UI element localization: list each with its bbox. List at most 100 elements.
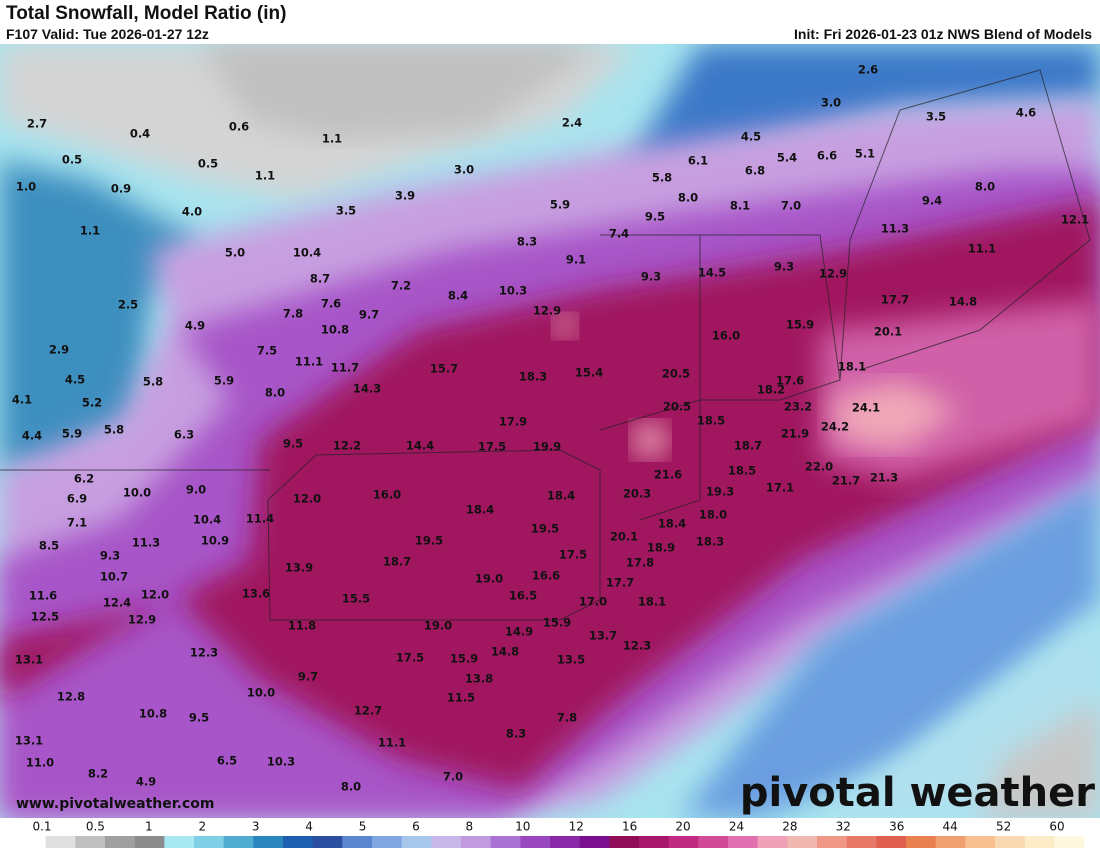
snowfall-value: 7.8 <box>283 307 303 321</box>
colorbar-swatch <box>223 836 254 848</box>
colorbar-label: 12 <box>569 820 584 834</box>
snowfall-value: 0.5 <box>62 153 82 167</box>
snowfall-value: 17.0 <box>579 595 607 609</box>
snowfall-value: 1.1 <box>322 132 342 146</box>
snowfall-value: 12.7 <box>354 704 382 718</box>
snowfall-value: 7.4 <box>609 227 629 241</box>
snowfall-value: 15.5 <box>342 592 370 606</box>
snowfall-value: 12.2 <box>333 439 361 453</box>
snowfall-value: 2.9 <box>49 343 69 357</box>
snowfall-value: 12.3 <box>623 639 651 653</box>
snowfall-value: 13.5 <box>557 653 585 667</box>
snowfall-value: 21.9 <box>781 427 809 441</box>
colorbar-label: 4 <box>305 820 313 834</box>
colorbar-swatch <box>609 836 640 848</box>
colorbar-swatch <box>579 836 610 848</box>
snowfall-value: 12.0 <box>141 588 169 602</box>
snowfall-value: 11.8 <box>288 619 316 633</box>
map-field <box>0 44 1100 818</box>
colorbar-swatch <box>906 836 937 848</box>
colorbar-label: 24 <box>729 820 744 834</box>
snowfall-value: 10.4 <box>293 246 321 260</box>
snowfall-value: 4.9 <box>185 319 205 333</box>
snowfall-value: 14.8 <box>491 645 519 659</box>
snowfall-value: 0.4 <box>130 127 150 141</box>
colorbar-swatch <box>698 836 729 848</box>
snowfall-value: 17.8 <box>626 556 654 570</box>
snowfall-value: 21.6 <box>654 468 682 482</box>
snowfall-value: 3.0 <box>821 96 841 110</box>
colorbar-label: 10 <box>515 820 530 834</box>
colorbar-swatch <box>342 836 373 848</box>
snowfall-value: 10.0 <box>247 686 275 700</box>
snowfall-value: 12.3 <box>190 646 218 660</box>
snowfall-value: 4.4 <box>22 429 42 443</box>
snowfall-value: 4.6 <box>1016 106 1036 120</box>
snowfall-value: 14.3 <box>353 382 381 396</box>
snowfall-value: 9.3 <box>641 270 661 284</box>
snowfall-value: 3.9 <box>395 189 415 203</box>
colorbar-swatch <box>16 836 47 848</box>
colorbar-swatch <box>105 836 136 848</box>
colorbar-swatch <box>935 836 966 848</box>
colorbar-label: 44 <box>943 820 958 834</box>
colorbar-swatch <box>876 836 907 848</box>
snowfall-value: 5.9 <box>214 374 234 388</box>
snowfall-value: 12.9 <box>533 304 561 318</box>
snowfall-value: 2.5 <box>118 298 138 312</box>
colorbar-label: 0.5 <box>86 820 105 834</box>
snowfall-value: 19.9 <box>533 440 561 454</box>
snowfall-value: 14.4 <box>406 439 434 453</box>
snowfall-value: 1.1 <box>80 224 100 238</box>
snowfall-value: 7.0 <box>781 199 801 213</box>
colorbar-swatch <box>431 836 462 848</box>
snowfall-value: 21.3 <box>870 471 898 485</box>
snowfall-value: 9.3 <box>100 549 120 563</box>
colorbar-label: 5 <box>359 820 367 834</box>
snowfall-value: 1.1 <box>255 169 275 183</box>
colorbar-swatch <box>995 836 1026 848</box>
snowfall-value: 11.7 <box>331 361 359 375</box>
snowfall-value: 19.0 <box>475 572 503 586</box>
snowfall-value: 6.8 <box>745 164 765 178</box>
snowfall-value: 8.3 <box>517 235 537 249</box>
snowfall-value: 16.0 <box>373 488 401 502</box>
colorbar-label: 8 <box>466 820 474 834</box>
snowfall-value: 19.3 <box>706 485 734 499</box>
colorbar-swatch <box>1024 836 1055 848</box>
snowfall-value: 4.5 <box>741 130 761 144</box>
colorbar-swatch <box>817 836 848 848</box>
snowfall-value: 9.5 <box>645 210 665 224</box>
snowfall-value: 4.0 <box>182 205 202 219</box>
colorbar-swatch <box>164 836 195 848</box>
snowfall-value: 17.9 <box>499 415 527 429</box>
colorbar-label: 36 <box>889 820 904 834</box>
snowfall-value: 8.2 <box>88 767 108 781</box>
snowfall-value: 7.1 <box>67 516 87 530</box>
colorbar-label: 3 <box>252 820 260 834</box>
snowfall-value: 2.7 <box>27 117 47 131</box>
colorbar: 0.1 0.5 1 2 3 4 5 6 8 10 12 16 20 24 28 32 36 44 52 60 <box>16 820 1085 848</box>
colorbar-label: 1 <box>145 820 153 834</box>
snowfall-value: 18.2 <box>757 383 785 397</box>
snowfall-value: 14.5 <box>698 266 726 280</box>
snowfall-value: 8.3 <box>506 727 526 741</box>
colorbar-swatch <box>283 836 314 848</box>
colorbar-swatch <box>550 836 581 848</box>
snowfall-value: 18.5 <box>697 414 725 428</box>
snowfall-value: 22.0 <box>805 460 833 474</box>
snowfall-value: 11.3 <box>881 222 909 236</box>
snowfall-value: 16.5 <box>509 589 537 603</box>
snowfall-value: 18.7 <box>383 555 411 569</box>
snowfall-value: 10.8 <box>321 323 349 337</box>
snowfall-value: 10.4 <box>193 513 221 527</box>
snowfall-value: 23.2 <box>784 400 812 414</box>
snowfall-value: 24.2 <box>821 420 849 434</box>
snowfall-value: 15.9 <box>786 318 814 332</box>
colorbar-swatch <box>401 836 432 848</box>
snowfall-value: 9.7 <box>298 670 318 684</box>
colorbar-swatch <box>45 836 76 848</box>
snowfall-value: 18.7 <box>734 439 762 453</box>
snowfall-value: 10.7 <box>100 570 128 584</box>
colorbar-swatch <box>787 836 818 848</box>
